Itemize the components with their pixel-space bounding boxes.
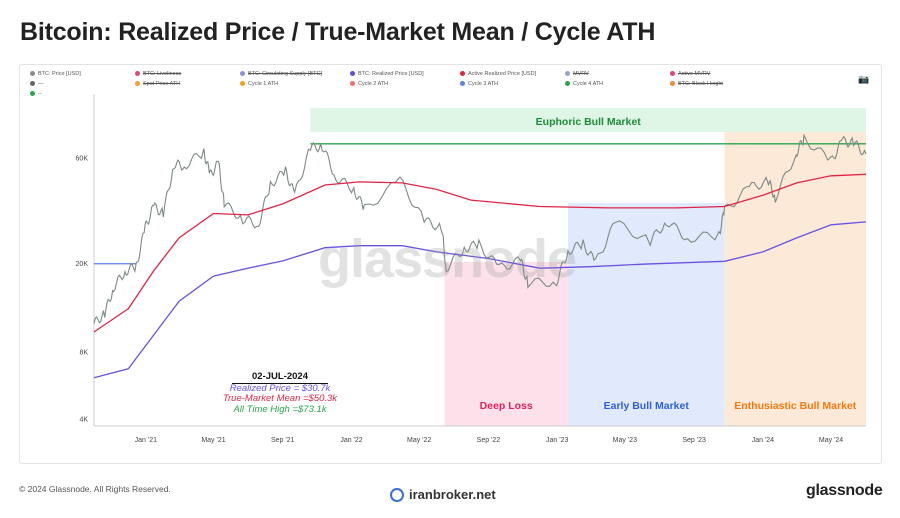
legend-label: Cycle 1 ATH bbox=[248, 81, 279, 87]
legend-item[interactable]: BTC: Price [USD] bbox=[30, 71, 81, 77]
camera-icon[interactable]: 📷 bbox=[858, 74, 870, 84]
annotation-true-market-mean: True-Market Mean =$50.3k bbox=[222, 393, 338, 404]
legend-label: Cycle 4 ATH bbox=[573, 81, 604, 87]
y-tick-label: 20K bbox=[76, 261, 89, 268]
x-tick-label: Sep '22 bbox=[477, 437, 501, 444]
legend-dot-icon bbox=[670, 81, 675, 87]
legend-item[interactable]: Cycle 4 ATH bbox=[565, 81, 603, 87]
legend-item[interactable]: Active MVRV bbox=[670, 71, 710, 77]
site-label: iranbroker.net bbox=[409, 487, 496, 502]
legend-dot-icon bbox=[135, 71, 140, 77]
region-label: Deep Loss bbox=[480, 400, 533, 412]
x-tick-label: Jan '21 bbox=[135, 437, 157, 444]
brand-logo: glassnode bbox=[806, 482, 883, 499]
legend-dot-icon bbox=[565, 71, 570, 77]
y-tick-label: 4K bbox=[79, 416, 88, 423]
legend-item[interactable]: — bbox=[30, 81, 44, 87]
watermark: glassnode bbox=[318, 229, 577, 289]
copyright: © 2024 Glassnode. All Rights Reserved. bbox=[19, 484, 171, 494]
legend-item[interactable]: Cycle 2 ATH bbox=[350, 81, 388, 87]
legend-item[interactable]: -- bbox=[30, 91, 42, 97]
true-market-mean-line bbox=[93, 173, 867, 333]
legend-dot-icon bbox=[240, 81, 245, 87]
legend-dot-icon bbox=[350, 71, 355, 77]
legend-label: Active MVRV bbox=[678, 71, 711, 77]
x-tick-label: May '21 bbox=[201, 437, 225, 444]
legend-dot-icon bbox=[30, 91, 35, 97]
legend-label: Spot Price ATH bbox=[143, 81, 181, 87]
region-label: Early Bull Market bbox=[604, 400, 690, 412]
legend-label: Active Realized Price [USD] bbox=[468, 71, 537, 77]
legend-item[interactable]: Active Realized Price [USD] bbox=[460, 71, 536, 77]
region-euphoric-bull-market bbox=[310, 108, 867, 132]
legend-item[interactable]: Cycle 1 ATH bbox=[240, 81, 278, 87]
x-tick-label: Sep '23 bbox=[682, 437, 706, 444]
region-band-2 bbox=[724, 132, 866, 262]
realized-price-line bbox=[93, 221, 867, 379]
legend-label: -- bbox=[38, 91, 42, 97]
legend-label: BTC: Price [USD] bbox=[38, 71, 81, 77]
legend-label: BTC: Circulating Supply [BTC] bbox=[248, 71, 322, 77]
y-tick-label: 60K bbox=[76, 155, 89, 162]
x-tick-label: May '24 bbox=[819, 437, 843, 444]
legend-label: — bbox=[38, 81, 44, 87]
region-deep-loss bbox=[444, 262, 568, 426]
annotation-date: 02-JUL-2024 bbox=[232, 371, 328, 384]
legend-dot-icon bbox=[670, 71, 675, 77]
legend-item[interactable]: BTC: Block Height bbox=[670, 81, 723, 87]
x-tick-label: Jan '24 bbox=[752, 437, 774, 444]
region-band-1 bbox=[567, 203, 725, 262]
legend-dot-icon bbox=[30, 71, 35, 77]
annotation-realized-price: Realized Price = $30.7k bbox=[229, 382, 331, 394]
iranbroker-logo-icon bbox=[390, 488, 404, 502]
y-tick-label: 8K bbox=[79, 350, 88, 357]
x-tick-label: Sep '21 bbox=[271, 437, 295, 444]
region-early-bull-market bbox=[567, 262, 725, 426]
legend-label: Cycle 3 ATH bbox=[468, 81, 499, 87]
legend-dot-icon bbox=[135, 81, 140, 87]
chart-annotation: 02-JUL-2024 Realized Price = $30.7k True… bbox=[205, 371, 355, 415]
legend-dot-icon bbox=[460, 81, 465, 87]
legend-label: BTC: Liveliness bbox=[143, 71, 182, 77]
legend-label: Cycle 2 ATH bbox=[358, 81, 389, 87]
x-tick-label: May '22 bbox=[407, 437, 431, 444]
legend-label: MVRV bbox=[573, 71, 589, 77]
legend-item[interactable]: MVRV bbox=[565, 71, 589, 77]
legend-item[interactable]: BTC: Liveliness bbox=[135, 71, 181, 77]
legend-item[interactable]: BTC: Realized Price [USD] bbox=[350, 71, 424, 77]
x-tick-label: May '23 bbox=[613, 437, 637, 444]
legend-item[interactable]: Cycle 3 ATH bbox=[460, 81, 498, 87]
x-tick-label: Jan '22 bbox=[340, 437, 362, 444]
region-label-euphoric: Euphoric Bull Market bbox=[536, 116, 642, 128]
chart-legend: BTC: Price [USD] BTC: Liveliness BTC: Circ… bbox=[30, 71, 850, 103]
region-label: Enthusiastic Bull Market bbox=[734, 400, 856, 412]
legend-dot-icon bbox=[350, 81, 355, 87]
region-enthusiastic-bull-market bbox=[724, 262, 866, 426]
annotation-all-time-high: All Time High =$73.1k bbox=[233, 403, 327, 415]
legend-label: BTC: Realized Price [USD] bbox=[358, 71, 424, 77]
legend-item[interactable]: BTC: Circulating Supply [BTC] bbox=[240, 71, 322, 77]
legend-dot-icon bbox=[565, 81, 570, 87]
page-title: Bitcoin: Realized Price / True-Market Me… bbox=[20, 18, 656, 46]
legend-dot-icon bbox=[30, 81, 35, 87]
legend-dot-icon bbox=[240, 71, 245, 77]
legend-item[interactable]: Spot Price ATH bbox=[135, 81, 180, 87]
legend-label: BTC: Block Height bbox=[678, 81, 723, 87]
site-link[interactable]: iranbroker.net bbox=[390, 487, 496, 502]
legend-dot-icon bbox=[460, 71, 465, 77]
x-tick-label: Jan '23 bbox=[546, 437, 568, 444]
